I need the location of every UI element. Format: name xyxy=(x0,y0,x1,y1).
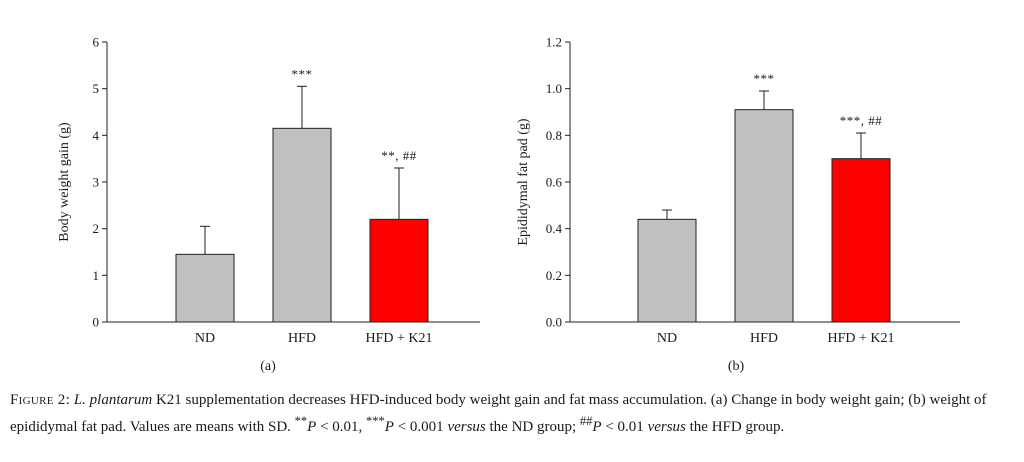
caption-sig-3-rest: < 0.01 xyxy=(601,419,648,435)
caption-sig-2: *** xyxy=(366,414,385,428)
panel-a-category-label-2: HFD + K21 xyxy=(365,331,432,346)
panel-a-y-tick-label-0: 0 xyxy=(93,315,100,330)
panel-b-significance-1: *** xyxy=(754,71,775,86)
panel-b-bar-2 xyxy=(831,158,891,323)
panel-b-category-label-1: HFD xyxy=(750,331,778,346)
caption-sig-1-rest: < 0.01, xyxy=(316,419,367,435)
caption-sig-2-rest: < 0.001 xyxy=(393,419,448,435)
panel-a-y-tick-label-3: 3 xyxy=(93,175,100,190)
panel-b-bar-1 xyxy=(734,109,794,323)
panel-b-significance-2: ***, ## xyxy=(840,113,883,128)
panel-a-y-tick-label-4: 4 xyxy=(93,128,100,143)
panel-b-y-tick-label-1: 0.2 xyxy=(546,268,562,283)
caption-text-1: K21 supplementation decreases HFD-induce… xyxy=(10,392,987,435)
panel-b-y-tick-label-5: 1.0 xyxy=(546,81,562,96)
panel-b-y-tick-label-3: 0.6 xyxy=(546,175,563,190)
caption-p-2: P xyxy=(384,419,394,435)
caption-text-3: the HFD group. xyxy=(685,419,785,435)
caption-sig-1: ** xyxy=(294,414,308,428)
panel-b-y-tick-label-2: 0.4 xyxy=(546,221,563,236)
caption-prefix: Figure 2: xyxy=(10,392,71,408)
caption-versus-2: versus xyxy=(647,419,686,435)
caption-p-3: P xyxy=(592,419,602,435)
panel-a-significance-1: *** xyxy=(292,66,313,81)
panel-b-y-tick-label-4: 0.8 xyxy=(546,128,562,143)
caption-text-2: the ND group; xyxy=(485,419,580,435)
panel-b-y-axis-title: Epididymal fat pad (g) xyxy=(516,118,531,245)
panel-a-y-tick-label-6: 6 xyxy=(93,35,100,50)
panel-a-category-label-1: HFD xyxy=(288,331,316,346)
panel-a-bar-1 xyxy=(272,127,332,323)
panel-b-category-label-2: HFD + K21 xyxy=(827,331,894,346)
panel-a-y-tick-label-2: 2 xyxy=(93,221,100,236)
panel-b-label: (b) xyxy=(728,359,745,374)
panel-a-bar-2 xyxy=(369,218,429,323)
figure-caption: Figure 2: L. plantarum K21 supplementati… xyxy=(10,390,1014,438)
caption-versus-1: versus xyxy=(447,419,486,435)
caption-species: L. plantarum xyxy=(73,392,153,408)
panel-b-y-tick-label-0: 0.0 xyxy=(546,315,562,330)
panel-b-category-label-0: ND xyxy=(657,331,677,346)
caption-sig-3: ## xyxy=(579,414,593,428)
panel-a-y-axis-title: Body weight gain (g) xyxy=(57,122,72,242)
panel-b-bar-0 xyxy=(637,218,697,323)
panel-a-label: (a) xyxy=(260,359,276,374)
panel-b-y-tick-label-6: 1.2 xyxy=(546,35,562,50)
panel-a-y-tick-label-1: 1 xyxy=(93,268,100,283)
caption-p-1: P xyxy=(307,419,317,435)
panel-a-category-label-0: ND xyxy=(195,331,215,346)
panel-a-y-tick-label-5: 5 xyxy=(93,81,100,96)
figure: 0 1 2 3 4 5 6 Body weight gain (g) ND *** HFD **, #… xyxy=(57,35,960,374)
panel-a-significance-2: **, ## xyxy=(381,148,417,163)
panel-a-bar-0 xyxy=(175,253,235,323)
